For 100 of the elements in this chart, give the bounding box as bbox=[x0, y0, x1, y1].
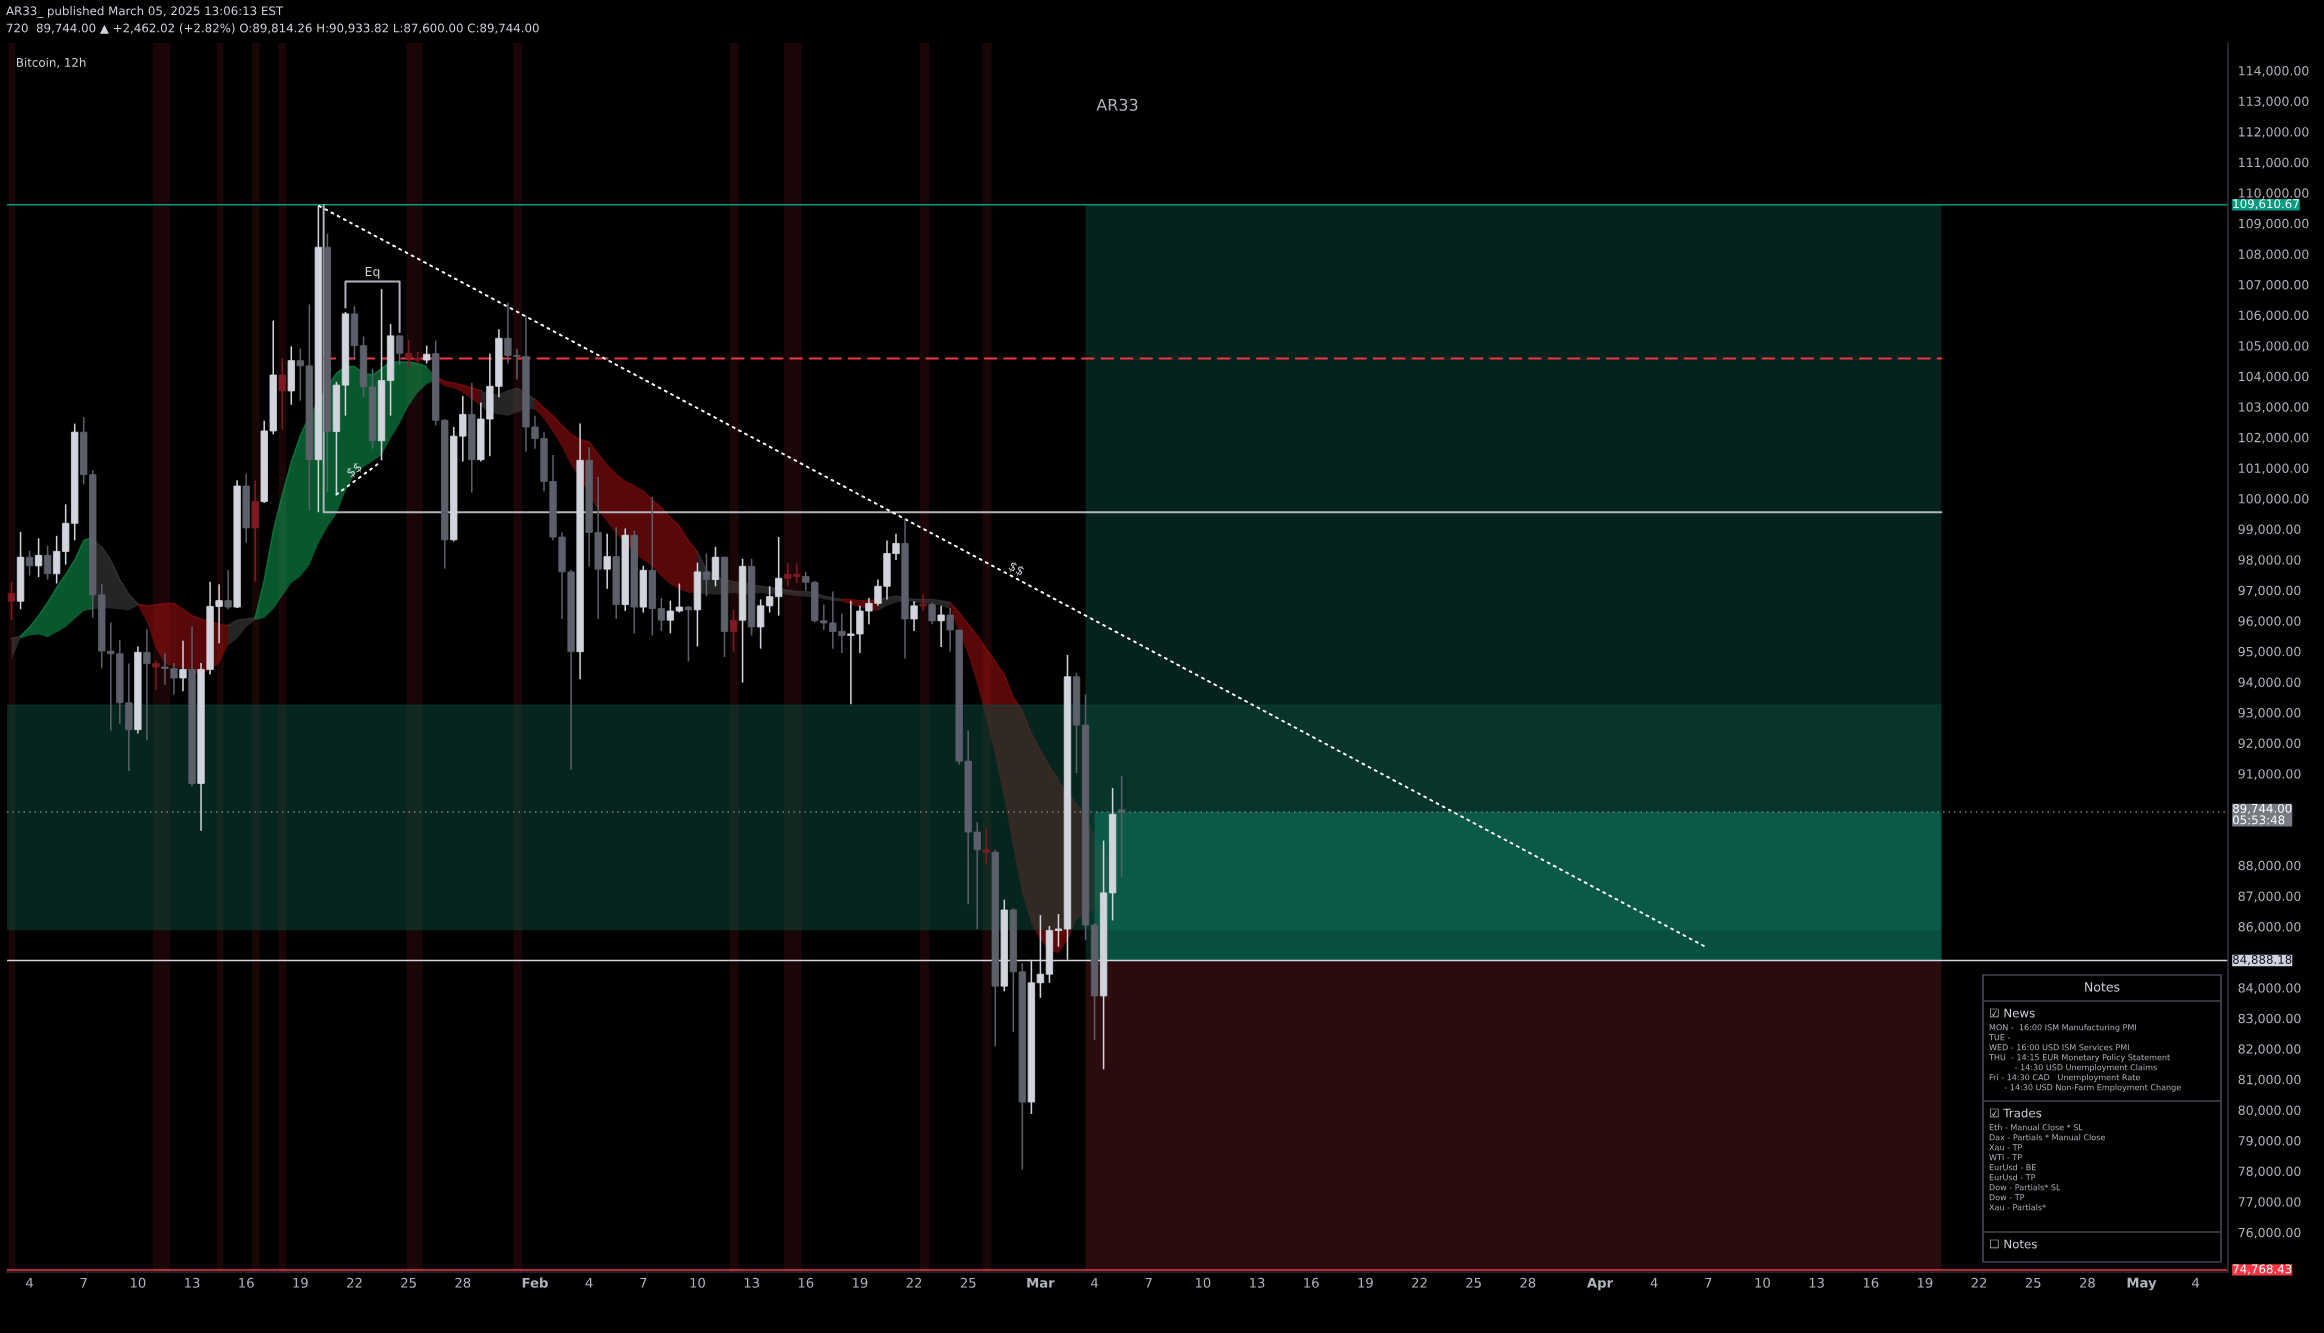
x-tick-label: 13 bbox=[1809, 1277, 1824, 1288]
candlestick bbox=[684, 605, 693, 663]
annotation: Fri - 14:30 CAD Unemployment Rate bbox=[1989, 1074, 2140, 1082]
x-tick-label: 4 bbox=[26, 1277, 34, 1288]
y-tick-label: 80,000.00 bbox=[2238, 1105, 2301, 1117]
x-tick-label: 10 bbox=[1755, 1277, 1770, 1288]
y-tick-label: 110,000.00 bbox=[2239, 188, 2309, 200]
candlestick bbox=[395, 334, 404, 366]
annotation: WTI - TP bbox=[1989, 1154, 2022, 1161]
x-tick-label: Feb bbox=[522, 1277, 548, 1288]
y-tick-label: 76,000.00 bbox=[2238, 1227, 2301, 1239]
x-tick-label: 22 bbox=[347, 1277, 362, 1288]
y-tick-label: 106,000.00 bbox=[2239, 310, 2309, 322]
y-tick-label: 107,000.00 bbox=[2239, 279, 2309, 291]
candlestick bbox=[43, 544, 52, 581]
x-tick-label: 10 bbox=[1195, 1277, 1211, 1288]
annotation: ☑ News bbox=[1990, 1008, 2035, 1018]
annotation: Eq bbox=[365, 266, 380, 279]
x-tick-label: 22 bbox=[906, 1277, 922, 1288]
candlestick bbox=[278, 357, 286, 431]
y-tick-label: 83,000.00 bbox=[2238, 1013, 2301, 1025]
text: Notes bbox=[2085, 982, 2120, 992]
x-tick-label: 7 bbox=[1145, 1277, 1152, 1288]
y-tick-label: 112,000.00 bbox=[2239, 127, 2309, 138]
y-tick-label: 99,000.00 bbox=[2238, 524, 2301, 536]
text: 720 89,744.00 ▲ +2,462.02 (+2.82%) O:89,814.26 H:90,933.82 L:87,600.00 C:89,744.00 bbox=[6, 23, 539, 34]
annotation: ☐ Notes bbox=[1990, 1239, 2037, 1249]
x-tick-label: 25 bbox=[1466, 1277, 1481, 1288]
annotation: Eth - Manual Close * SL bbox=[1989, 1124, 2083, 1131]
y-tick-label: 98,000.00 bbox=[2238, 555, 2301, 566]
x-tick-label: 25 bbox=[960, 1277, 976, 1288]
x-tick-label: 10 bbox=[690, 1277, 705, 1288]
x-tick-label: 16 bbox=[1863, 1277, 1879, 1288]
annotation: MON - 16:00 ISM Manufacturing PMI bbox=[1989, 1024, 2136, 1032]
y-tick-label: 104,000.00 bbox=[2239, 371, 2309, 383]
x-tick-label: 13 bbox=[185, 1277, 200, 1288]
x-tick-label: 16 bbox=[798, 1277, 814, 1288]
annotation: TUE - bbox=[1988, 1034, 2010, 1041]
y-tick-label: 91,000.00 bbox=[2238, 769, 2301, 780]
y-tick-label: 88,000.00 bbox=[2238, 860, 2301, 872]
x-tick-label: 10 bbox=[130, 1277, 146, 1288]
ref-line-label: 109,610.67 bbox=[2233, 199, 2299, 210]
x-tick-label: 16 bbox=[1304, 1277, 1319, 1288]
x-tick-label: 28 bbox=[1520, 1277, 1536, 1288]
x-tick-label: 19 bbox=[852, 1277, 868, 1288]
x-tick-label: 25 bbox=[2025, 1277, 2041, 1288]
candlestick bbox=[603, 532, 611, 590]
x-tick-label: 13 bbox=[744, 1277, 759, 1288]
candlestick bbox=[25, 550, 34, 577]
text: AR33 bbox=[1096, 98, 1138, 111]
y-tick-label: 96,000.00 bbox=[2238, 616, 2301, 628]
candlestick bbox=[143, 628, 151, 742]
ref-line-label: 84,888.18 bbox=[2232, 955, 2292, 966]
text: AR33_ published March 05, 2025 13:06:13 EST bbox=[6, 6, 284, 18]
x-tick-label: 7 bbox=[640, 1277, 647, 1288]
annotation: EurUsd - TP bbox=[1989, 1174, 2036, 1181]
annotation: - 14:30 USD Non-Farm Employment Change bbox=[2004, 1084, 2181, 1092]
x-tick-label: 16 bbox=[239, 1277, 254, 1288]
y-tick-label: 93,000.00 bbox=[2238, 708, 2301, 719]
y-tick-label: 82,000.00 bbox=[2238, 1044, 2301, 1056]
annotation: Dax - Partials * Manual Close bbox=[1989, 1134, 2105, 1141]
y-tick-label: 97,000.00 bbox=[2238, 585, 2301, 597]
text: Bitcoin, 12h bbox=[17, 57, 86, 69]
y-tick-label: 100,000.00 bbox=[2239, 494, 2309, 505]
y-tick-label: 109,000.00 bbox=[2239, 218, 2309, 230]
x-tick-label: 22 bbox=[1971, 1277, 1987, 1288]
y-tick-label: 103,000.00 bbox=[2239, 402, 2309, 414]
annotation: Dow - Partials* SL bbox=[1989, 1184, 2061, 1191]
x-tick-label: 4 bbox=[2192, 1277, 2200, 1288]
candlestick bbox=[982, 826, 990, 866]
candlestick bbox=[919, 593, 927, 612]
x-tick-label: 4 bbox=[1091, 1277, 1099, 1288]
ref-line-label: 74,768.43 bbox=[2233, 1264, 2292, 1275]
y-tick-label: 86,000.00 bbox=[2238, 922, 2301, 933]
ref-line-label: 89,744.00 05:53:48 bbox=[2232, 803, 2292, 825]
x-tick-label: May bbox=[2127, 1277, 2157, 1291]
candlestick bbox=[224, 569, 232, 610]
annotation: THU - 14:15 EUR Monetary Policy Statement bbox=[1988, 1054, 2170, 1062]
annotation: $$ bbox=[1007, 560, 1026, 578]
y-tick-label: 102,000.00 bbox=[2239, 432, 2309, 444]
y-tick-label: 87,000.00 bbox=[2238, 891, 2301, 903]
y-tick-label: 78,000.00 bbox=[2238, 1166, 2301, 1178]
x-tick-label: 22 bbox=[1412, 1277, 1427, 1288]
y-tick-label: 113,000.00 bbox=[2239, 96, 2309, 108]
y-tick-label: 95,000.00 bbox=[2238, 646, 2301, 658]
x-tick-label: 7 bbox=[80, 1277, 87, 1288]
candlestick bbox=[928, 601, 936, 625]
x-tick-label: 4 bbox=[585, 1277, 593, 1288]
candlestick bbox=[179, 639, 187, 692]
x-tick-label: Apr bbox=[1586, 1277, 1614, 1291]
candlestick bbox=[711, 546, 720, 588]
annotation: ☑ Trades bbox=[1990, 1108, 2042, 1118]
candlestick bbox=[34, 537, 43, 578]
y-tick-label: 114,000.00 bbox=[2239, 65, 2309, 77]
candlestick bbox=[910, 600, 918, 632]
x-tick-label: 7 bbox=[1705, 1277, 1712, 1288]
y-tick-label: 101,000.00 bbox=[2239, 463, 2309, 475]
y-tick-label: 105,000.00 bbox=[2239, 341, 2309, 352]
x-tick-label: 28 bbox=[2079, 1277, 2095, 1288]
candlestick bbox=[702, 552, 711, 597]
